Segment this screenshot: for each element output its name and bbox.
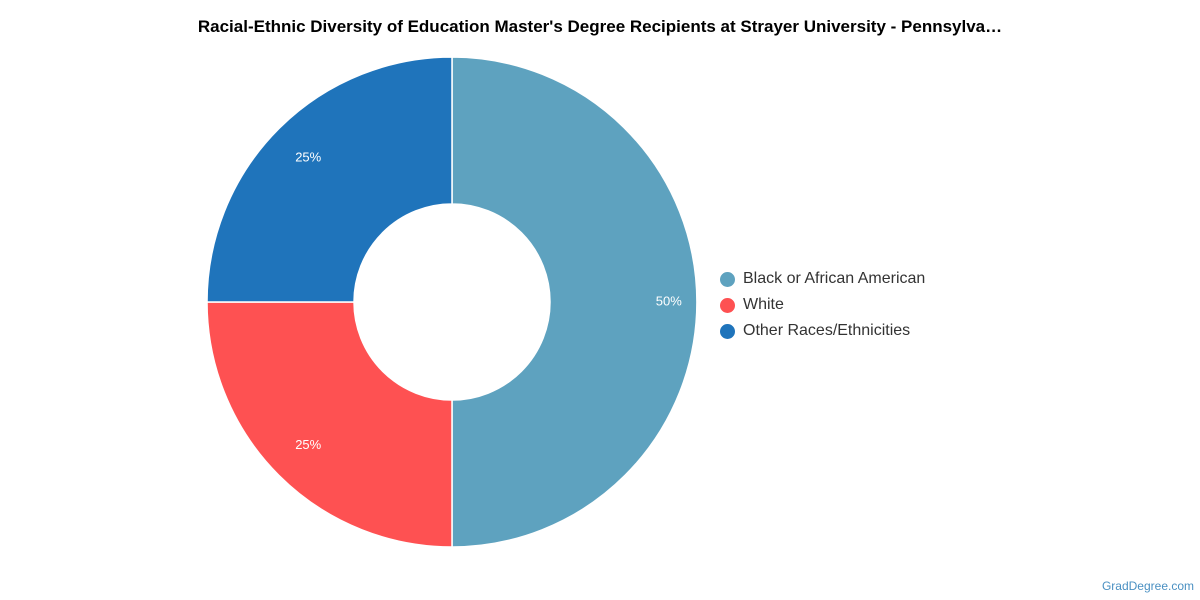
legend-item-other-races-ethnicities[interactable]: Other Races/Ethnicities: [720, 318, 925, 344]
legend-swatch: [720, 297, 735, 313]
legend-swatch: [720, 271, 735, 287]
legend-label: Black or African American: [743, 270, 926, 287]
legend-label: White: [743, 296, 784, 313]
legend-swatch: [720, 323, 735, 339]
legend-label: Other Races/Ethnicities: [743, 322, 911, 339]
slice-other-races-ethnicities[interactable]: [206, 56, 453, 303]
watermark[interactable]: GradDegree.com: [1101, 579, 1194, 593]
legend-item-white[interactable]: White: [720, 292, 925, 318]
slice-label-other-races-ethnicities: 25%: [295, 150, 321, 165]
chart-title: Racial-Ethnic Diversity of Education Mas…: [197, 17, 1003, 36]
slice-white[interactable]: [206, 301, 453, 548]
slice-black-or-african-american[interactable]: [451, 56, 698, 548]
legend: Black or African American White Other Ra…: [720, 266, 925, 344]
slice-label-white: 25%: [295, 437, 321, 452]
legend-item-black-or-african-american[interactable]: Black or African American: [720, 266, 925, 292]
slice-label-black-or-african-american: 50%: [656, 293, 682, 308]
